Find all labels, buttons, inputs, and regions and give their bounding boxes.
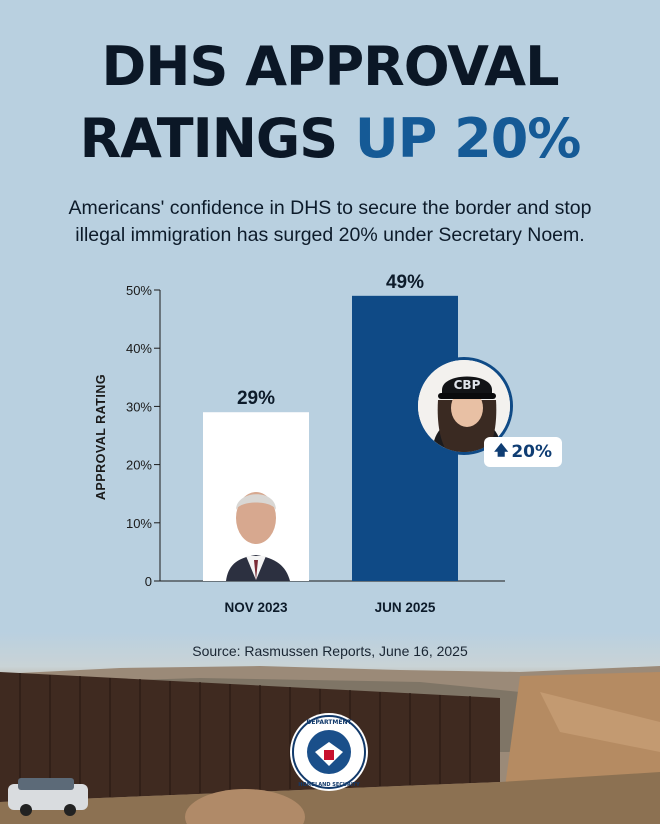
- bar-1: [203, 412, 309, 581]
- category-label-2: JUN 2025: [375, 600, 436, 615]
- up-arrow-icon: 🡅: [493, 443, 509, 459]
- portrait-photo-mayorkas: [226, 492, 290, 581]
- svg-text:DEPARTMENT: DEPARTMENT: [306, 719, 352, 726]
- svg-text:HOMELAND SECURITY: HOMELAND SECURITY: [298, 782, 360, 788]
- title-main: RATINGS: [79, 107, 355, 170]
- y-tick-label: 50%: [126, 283, 152, 298]
- source-note: Source: Rasmussen Reports, June 16, 2025: [192, 643, 468, 659]
- bar-chart: 0 10% 20% 30% 40% 50% APPROVAL RATING 29% NOV 20…: [94, 272, 505, 615]
- subtitle-line-1: Americans' confidence in DHS to secure t…: [68, 197, 592, 219]
- subtitle-line-2: illegal immigration has surged 20% under…: [75, 224, 585, 246]
- dhs-seal-icon: DEPARTMENT HOMELAND SECURITY: [290, 713, 368, 791]
- y-tick-label: 30%: [126, 399, 152, 414]
- portrait-shape: [254, 560, 258, 580]
- border-landscape-photo: [0, 632, 660, 824]
- change-badge: 🡅 20%: [484, 437, 562, 467]
- data-label-2: 49%: [386, 272, 424, 293]
- portrait-cbp-image: CBP: [418, 360, 510, 452]
- y-axis-label: APPROVAL RATING: [94, 374, 108, 500]
- portrait-shape: [226, 555, 290, 581]
- y-tick-label: 0: [145, 574, 152, 589]
- data-label-1: 29%: [237, 388, 275, 409]
- category-label-1: NOV 2023: [224, 600, 288, 615]
- y-tick-label: 40%: [126, 341, 152, 356]
- title-line-2: RATINGS UP 20%: [0, 112, 660, 166]
- y-tick-label: 10%: [126, 516, 152, 531]
- svg-text:CBP: CBP: [454, 378, 481, 392]
- portrait-shape: [246, 556, 266, 580]
- title-accent: UP 20%: [354, 107, 581, 170]
- subtitle: Americans' confidence in DHS to secure t…: [20, 195, 640, 249]
- portrait-shape: [236, 492, 276, 544]
- title-line-1: DHS APPROVAL: [101, 35, 559, 98]
- portrait-shape: [236, 494, 276, 510]
- change-badge-text: 20%: [511, 442, 553, 462]
- y-tick-label: 20%: [126, 458, 152, 473]
